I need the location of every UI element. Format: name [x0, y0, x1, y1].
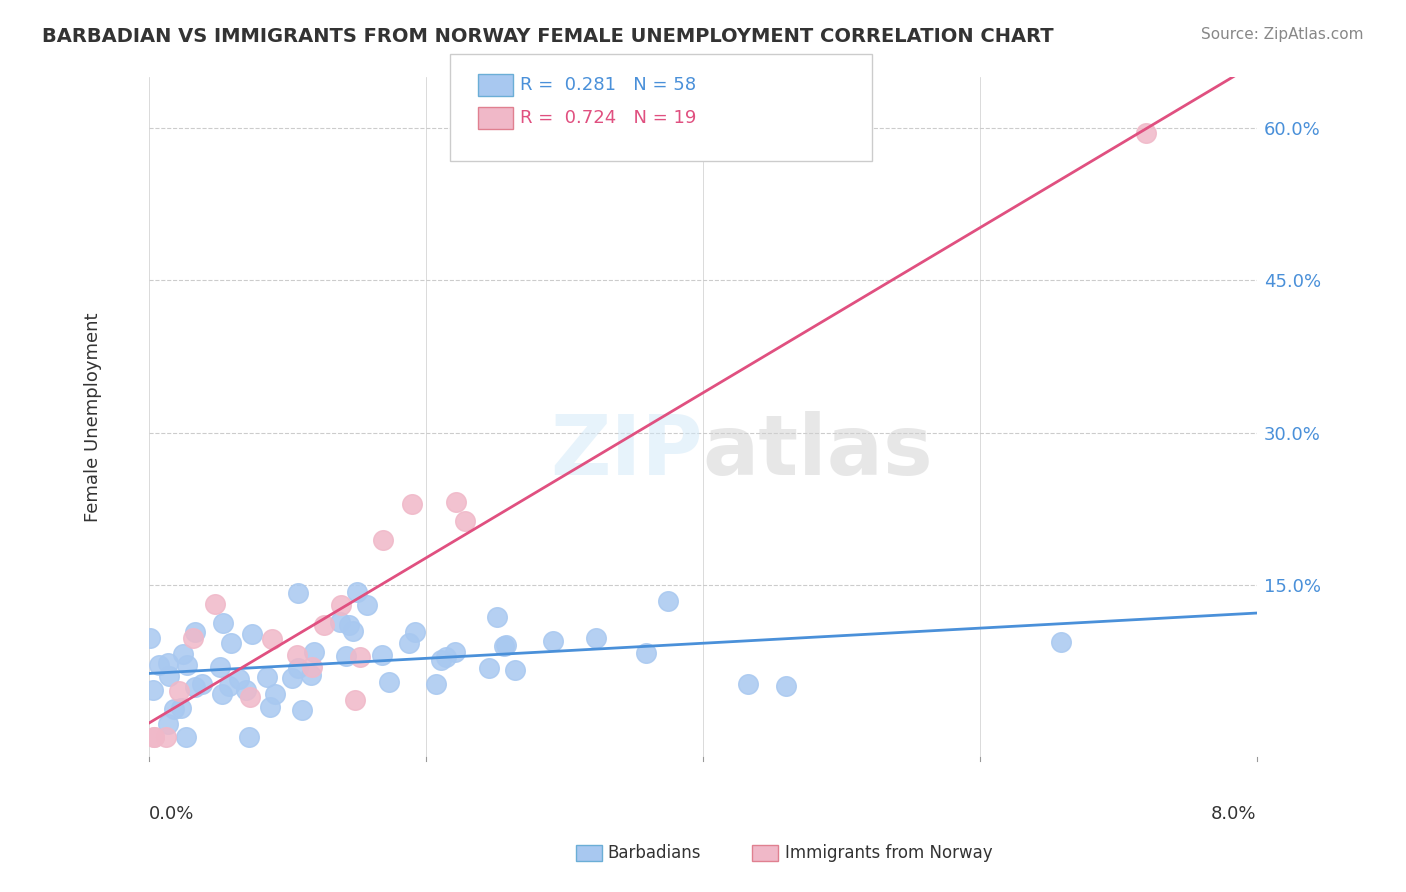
Point	[167, 684, 190, 698]
Text: R =  0.281   N = 58: R = 0.281 N = 58	[520, 76, 696, 94]
Point	[398, 636, 420, 650]
Point	[344, 693, 367, 707]
Text: Source: ZipAtlas.com: Source: ZipAtlas.com	[1201, 27, 1364, 42]
Point	[434, 650, 457, 665]
Point	[138, 631, 160, 645]
Point	[212, 615, 235, 630]
Point	[453, 514, 475, 528]
Point	[142, 730, 165, 744]
Point	[238, 730, 260, 744]
Point	[370, 648, 392, 662]
Point	[335, 648, 357, 663]
Point	[737, 676, 759, 690]
Point	[211, 687, 233, 701]
Point	[485, 610, 508, 624]
Point	[1050, 635, 1073, 649]
Text: 0.0%: 0.0%	[149, 805, 194, 823]
Point	[404, 624, 426, 639]
Text: Immigrants from Norway: Immigrants from Norway	[785, 844, 993, 862]
Point	[337, 618, 360, 632]
Point	[219, 636, 242, 650]
Point	[204, 597, 226, 611]
Point	[775, 679, 797, 693]
Point	[634, 647, 657, 661]
Point	[240, 626, 263, 640]
Point	[401, 496, 423, 510]
Text: ZIP: ZIP	[550, 411, 703, 491]
Point	[425, 677, 447, 691]
Point	[174, 730, 197, 744]
Text: Female Unemployment: Female Unemployment	[84, 313, 103, 522]
Point	[291, 703, 314, 717]
Text: BARBADIAN VS IMMIGRANTS FROM NORWAY FEMALE UNEMPLOYMENT CORRELATION CHART: BARBADIAN VS IMMIGRANTS FROM NORWAY FEMA…	[42, 27, 1054, 45]
Point	[285, 648, 308, 662]
Point	[264, 687, 287, 701]
Point	[287, 660, 309, 674]
Point	[148, 657, 170, 672]
Point	[429, 653, 451, 667]
Point	[259, 700, 281, 714]
Point	[157, 656, 180, 670]
Point	[176, 658, 198, 673]
Text: 8.0%: 8.0%	[1211, 805, 1257, 823]
Point	[239, 690, 262, 704]
Point	[218, 680, 240, 694]
Point	[287, 586, 309, 600]
Point	[142, 682, 165, 697]
Point	[163, 701, 186, 715]
Point	[503, 663, 526, 677]
Point	[446, 495, 468, 509]
Point	[541, 634, 564, 648]
Point	[142, 730, 165, 744]
Point	[585, 631, 607, 645]
Point	[184, 625, 207, 640]
Point	[329, 615, 352, 630]
Point	[378, 674, 401, 689]
Point	[256, 670, 278, 684]
Point	[657, 593, 679, 607]
Point	[478, 661, 501, 675]
Point	[444, 645, 467, 659]
Text: Barbadians: Barbadians	[607, 844, 702, 862]
Point	[1135, 126, 1157, 140]
Point	[349, 650, 371, 665]
Point	[190, 676, 212, 690]
Point	[302, 645, 325, 659]
Text: atlas: atlas	[703, 411, 934, 491]
Point	[299, 668, 322, 682]
Point	[314, 618, 336, 632]
Point	[156, 717, 179, 731]
Text: R =  0.724   N = 19: R = 0.724 N = 19	[520, 109, 696, 127]
Point	[346, 585, 368, 599]
Point	[330, 598, 353, 612]
Point	[169, 701, 191, 715]
Point	[155, 730, 177, 744]
Point	[281, 671, 304, 685]
Point	[181, 631, 204, 645]
Point	[342, 624, 364, 639]
Point	[260, 632, 283, 646]
Point	[495, 638, 517, 652]
Point	[301, 660, 323, 674]
Point	[228, 672, 250, 686]
Point	[172, 647, 194, 661]
Point	[494, 639, 516, 653]
Point	[356, 598, 378, 612]
Point	[371, 533, 394, 548]
Point	[183, 680, 205, 694]
Point	[209, 660, 232, 674]
Point	[235, 683, 257, 698]
Point	[157, 669, 180, 683]
